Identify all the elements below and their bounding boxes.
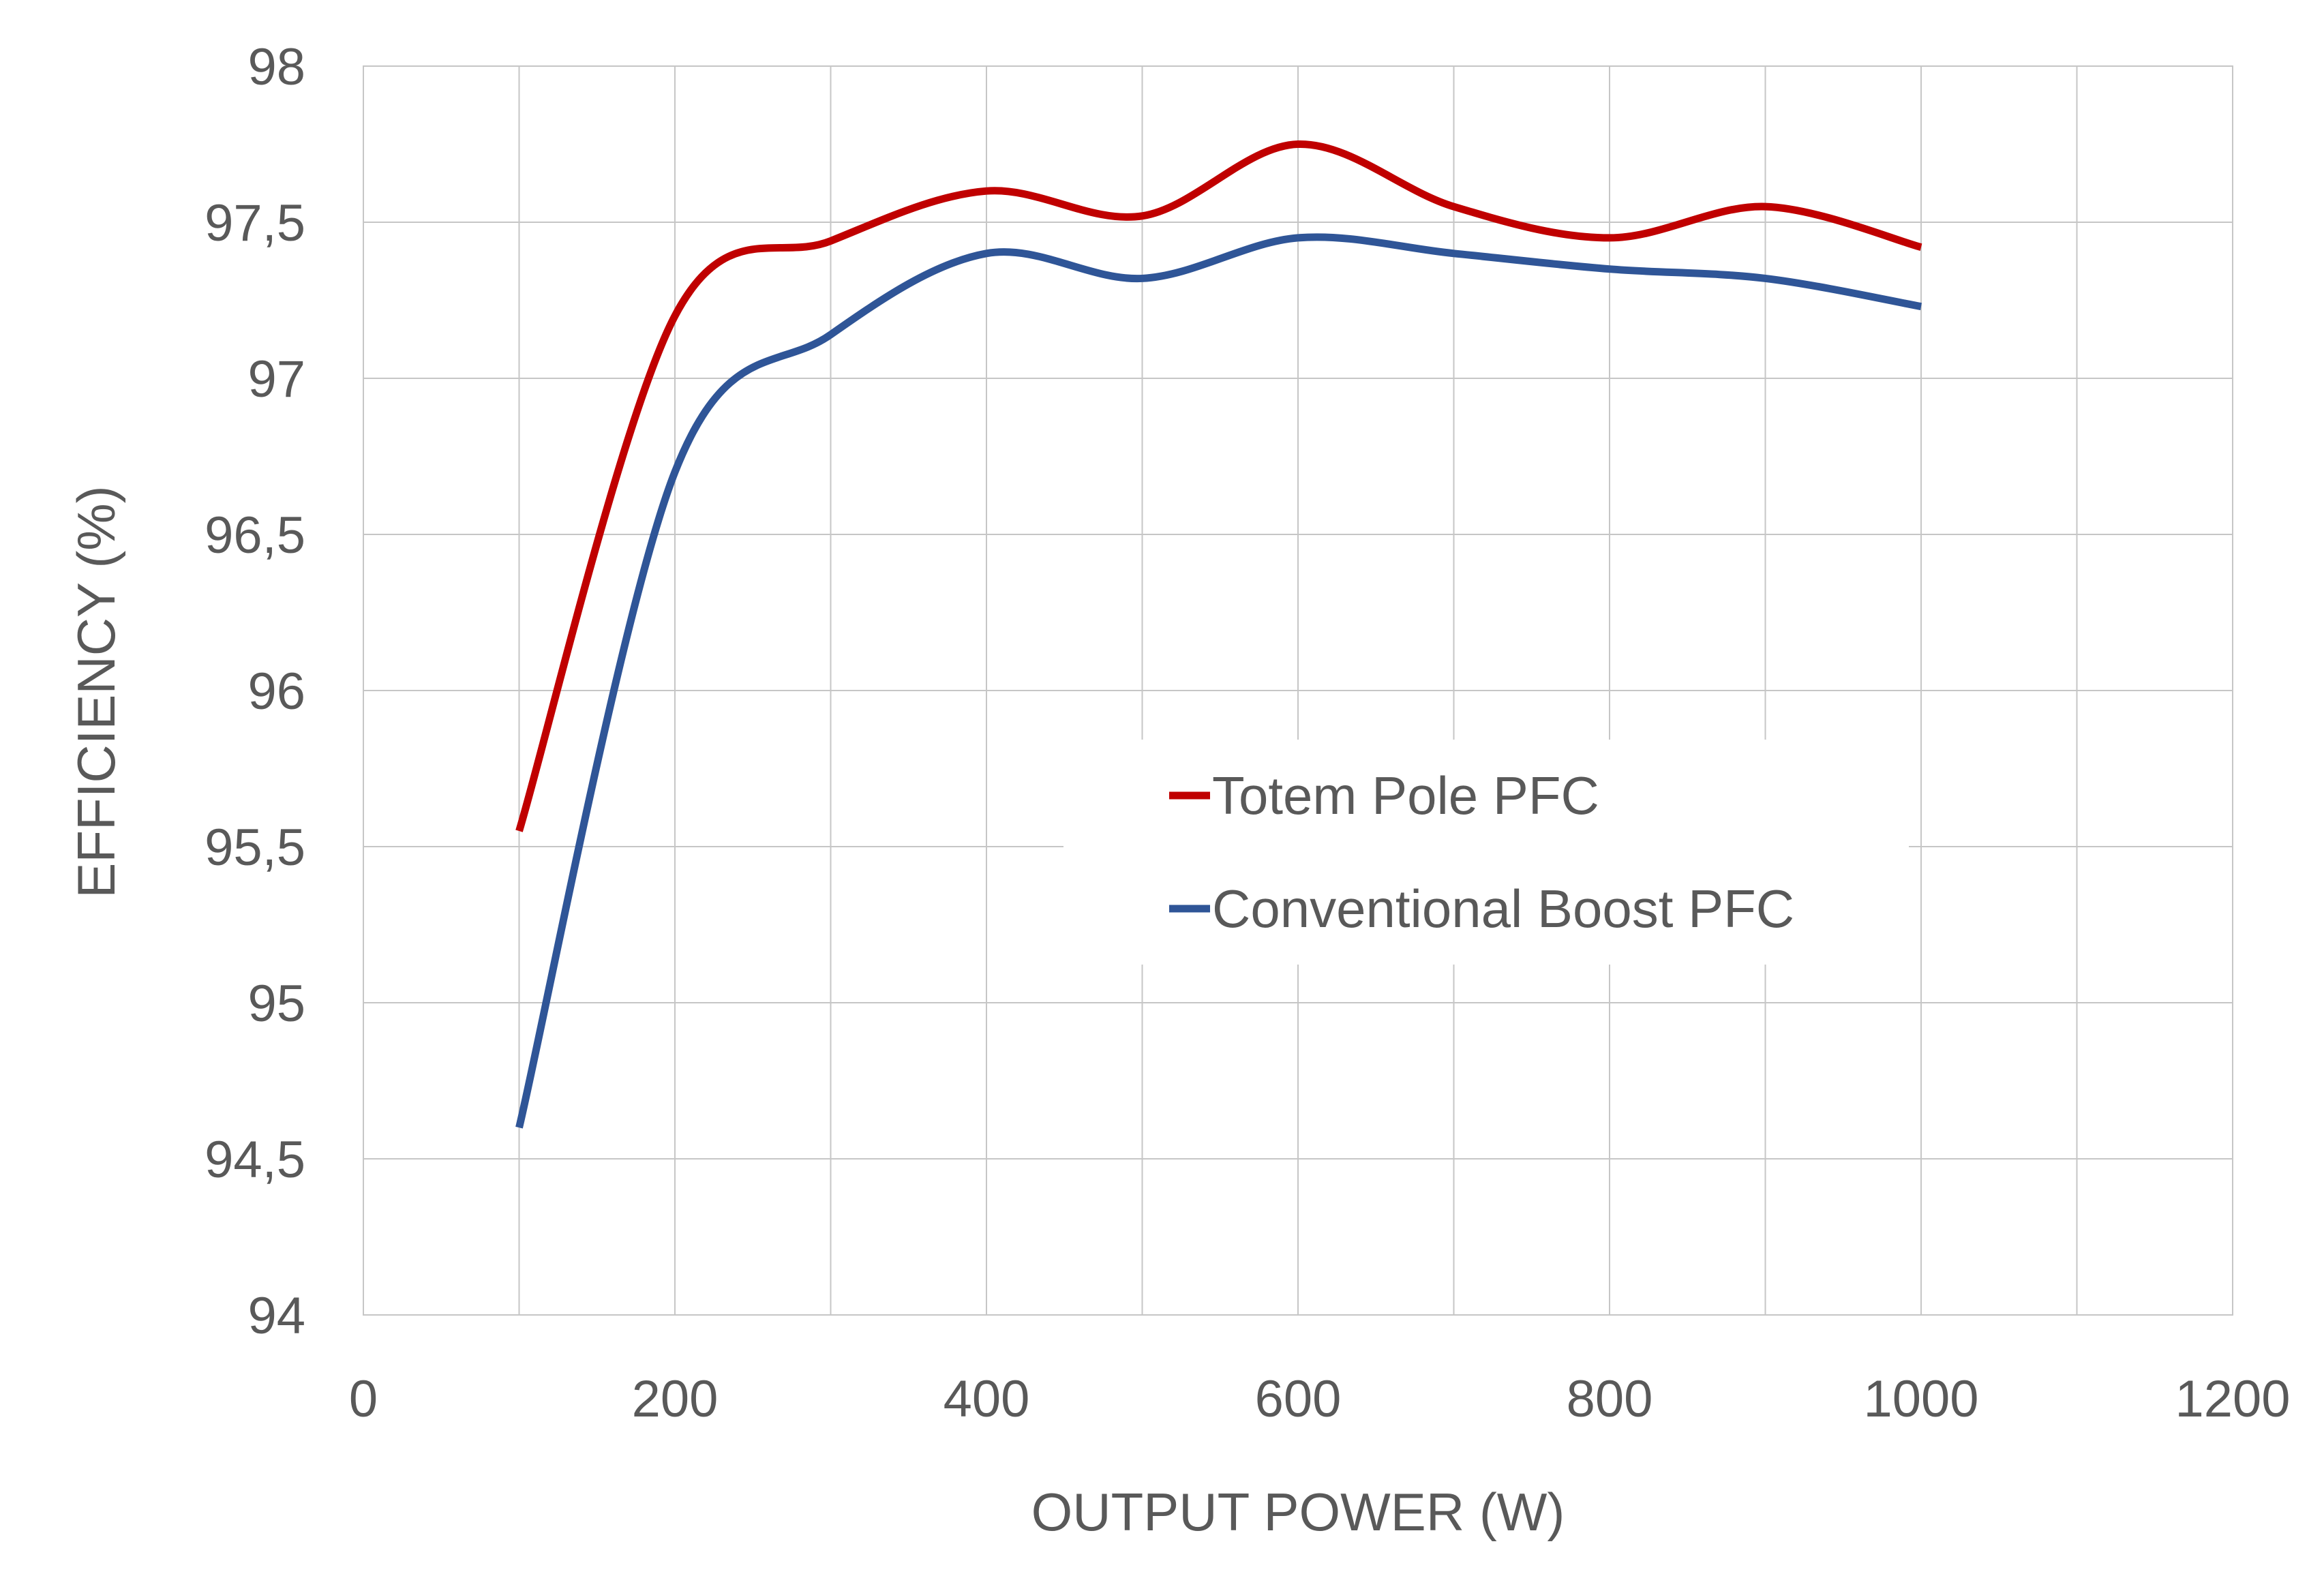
- y-tick-label: 95,5: [205, 819, 305, 877]
- legend: Totem Pole PFC Conventional Boost PFC: [1063, 740, 1909, 965]
- legend-label-conventional-boost: Conventional Boost PFC: [1212, 879, 1794, 939]
- y-tick-label: 95: [247, 975, 305, 1033]
- y-tick-label: 97: [247, 350, 305, 408]
- x-tick-label: 0: [349, 1370, 378, 1428]
- x-tick-label: 200: [632, 1370, 719, 1428]
- x-tick-label: 400: [944, 1370, 1030, 1428]
- x-tick-label: 1200: [2175, 1370, 2290, 1428]
- x-axis-title: OUTPUT POWER (W): [1031, 1482, 1565, 1542]
- y-tick-label: 98: [247, 38, 305, 96]
- legend-background: [1063, 740, 1909, 965]
- y-tick-label: 96: [247, 663, 305, 721]
- series-line-conventional-boost: [515, 233, 1922, 1129]
- x-tick-label: 1000: [1863, 1370, 1978, 1428]
- y-tick-label: 94,5: [205, 1131, 305, 1189]
- legend-label-totem-pole: Totem Pole PFC: [1212, 766, 1599, 825]
- plot-area: [363, 65, 2233, 1316]
- x-tick-label: 800: [1567, 1370, 1653, 1428]
- y-axis-title: EFFICIENCY (%): [66, 485, 126, 898]
- x-tick-labels: 0 200 400 600 800 1000 1200: [349, 1370, 2291, 1428]
- y-tick-label: 94: [247, 1287, 305, 1345]
- x-tick-label: 600: [1255, 1370, 1342, 1428]
- grid: [363, 65, 2233, 1316]
- y-tick-label: 96,5: [205, 506, 305, 564]
- y-tick-label: 97,5: [205, 194, 305, 252]
- y-tick-labels: 94 94,5 95 95,5 96 96,5 97 97,5 98: [205, 38, 305, 1345]
- series-lines: [515, 140, 1922, 1129]
- series-line-totem-pole: [515, 140, 1922, 832]
